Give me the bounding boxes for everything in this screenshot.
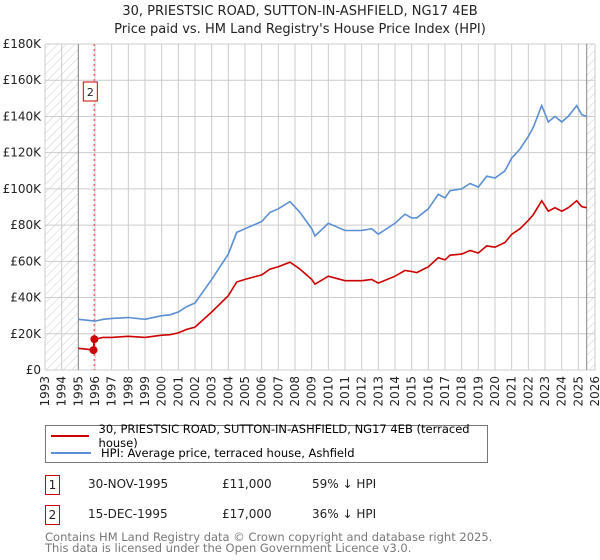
y-tick-label: £180K — [3, 37, 43, 51]
transaction-number-badge: 1 — [45, 475, 60, 495]
x-tick-label: 2014 — [388, 376, 402, 407]
transaction-row: 2 15-DEC-1995 £17,000 36% ↓ HPI — [45, 505, 445, 527]
x-tick-label: 2026 — [588, 376, 600, 407]
x-tick-label: 1995 — [71, 376, 85, 407]
series-line — [78, 103, 587, 322]
y-tick-label: £60K — [10, 254, 42, 268]
x-tick-label: 2016 — [421, 376, 435, 407]
x-tick-label: 1998 — [121, 376, 135, 407]
legend-label: 30, PRIESTSIC ROAD, SUTTON-IN-ASHFIELD, … — [98, 422, 470, 450]
chart-title: 30, PRIESTSIC ROAD, SUTTON-IN-ASHFIELD, … — [122, 4, 478, 19]
x-tick-label: 2018 — [455, 376, 469, 407]
transaction-date: 30-NOV-1995 — [88, 477, 169, 491]
y-tick-label: £0 — [26, 363, 41, 377]
legend-item-property: 30, PRIESTSIC ROAD, SUTTON-IN-ASHFIELD, … — [46, 422, 487, 450]
x-tick-label: 2007 — [271, 376, 285, 407]
legend: 30, PRIESTSIC ROAD, SUTTON-IN-ASHFIELD, … — [45, 422, 488, 463]
footer-copyright: Contains HM Land Registry data © Crown c… — [45, 530, 493, 544]
x-tick-label: 2003 — [205, 376, 219, 407]
x-tick-label: 2017 — [438, 376, 452, 407]
y-tick-label: £20K — [10, 327, 42, 341]
x-tick-label: 2012 — [355, 376, 369, 407]
transaction-hpi-diff: 59% ↓ HPI — [312, 477, 377, 491]
x-tick-label: 1994 — [55, 376, 69, 407]
transaction-point — [89, 346, 98, 355]
legend-swatch-red — [51, 435, 89, 437]
x-tick-label: 2023 — [538, 376, 552, 407]
y-tick-label: £40K — [10, 291, 42, 305]
transaction-point — [90, 335, 99, 344]
x-tick-label: 2001 — [171, 376, 185, 407]
x-tick-label: 2020 — [488, 376, 502, 407]
chart-subtitle: Price paid vs. HM Land Registry's House … — [114, 22, 486, 37]
x-tick-label: 1999 — [138, 376, 152, 407]
annotation-box — [82, 81, 98, 102]
x-tick-label: 2015 — [405, 376, 419, 407]
x-tick-label: 1996 — [88, 376, 102, 407]
hatched-region — [586, 44, 595, 370]
y-tick-label: £140K — [3, 109, 43, 123]
x-tick-label: 2013 — [371, 376, 385, 407]
footer-licence: This data is licensed under the Open Gov… — [45, 541, 412, 555]
x-tick-label: 2008 — [288, 376, 302, 407]
price-chart: 1993 1994 1995 1996 1997 1998 1999 2000 2001 2002… — [3, 37, 600, 407]
x-tick-label: 1997 — [105, 376, 119, 407]
x-tick-label: 2002 — [188, 376, 202, 407]
series-line — [78, 199, 587, 352]
annotation-label: 2 — [87, 86, 94, 99]
x-tick-label: 2021 — [505, 376, 519, 407]
legend-label: HPI: Average price, terraced house, Ashf… — [101, 446, 355, 460]
transaction-price: £17,000 — [222, 507, 272, 521]
x-tick-label: 2005 — [238, 376, 252, 407]
x-tick-label: 2006 — [255, 376, 269, 407]
x-tick-label: 2010 — [321, 376, 335, 407]
y-tick-label: £120K — [3, 146, 43, 160]
x-tick-label: 2009 — [305, 376, 319, 407]
legend-swatch-blue — [51, 452, 91, 454]
y-tick-label: £100K — [3, 182, 43, 196]
legend-item-hpi: HPI: Average price, terraced house, Ashf… — [46, 445, 355, 461]
transaction-row: 1 30-NOV-1995 £11,000 59% ↓ HPI — [45, 475, 445, 497]
y-tick-label: £80K — [10, 218, 42, 232]
x-tick-label: 2022 — [521, 376, 535, 407]
transaction-hpi-diff: 36% ↓ HPI — [312, 507, 377, 521]
x-tick-label: 2011 — [338, 376, 352, 407]
x-tick-label: 2025 — [571, 376, 585, 407]
x-tick-label: 2019 — [471, 376, 485, 407]
transaction-date: 15-DEC-1995 — [88, 507, 168, 521]
transaction-number-badge: 2 — [45, 505, 60, 525]
transaction-price: £11,000 — [222, 477, 272, 491]
y-tick-label: £160K — [3, 73, 43, 87]
x-tick-label: 2004 — [221, 376, 235, 407]
x-tick-label: 1993 — [38, 376, 52, 407]
x-tick-label: 2000 — [155, 376, 169, 407]
x-tick-label: 2024 — [555, 376, 569, 407]
